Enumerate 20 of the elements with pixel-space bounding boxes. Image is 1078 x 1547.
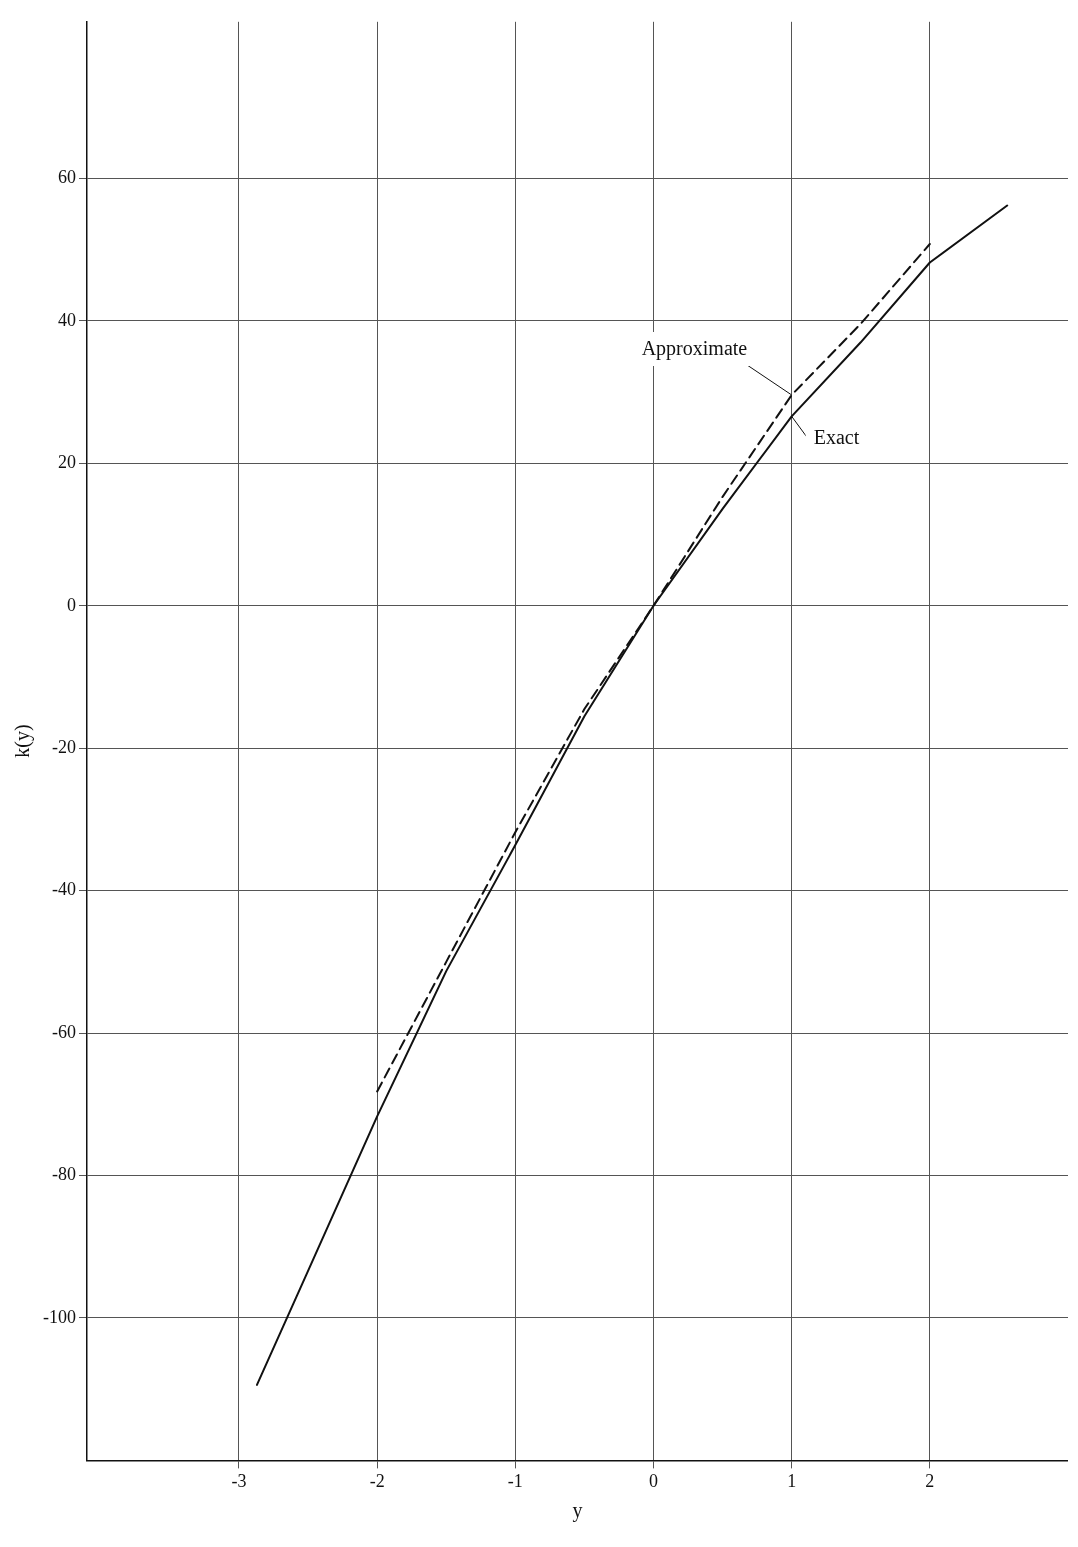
x-tick-label: -3 xyxy=(231,1470,247,1491)
y-tick-label: -80 xyxy=(51,1164,76,1185)
x-tick-label: -1 xyxy=(507,1470,523,1491)
x-axis-title: y xyxy=(572,1499,583,1523)
y-tick-label: 60 xyxy=(57,167,76,188)
x-tick-label: 0 xyxy=(648,1470,658,1491)
y-tick-label: 0 xyxy=(66,594,76,615)
legend-label: Exact xyxy=(813,425,860,448)
line-series xyxy=(376,243,931,1093)
x-tick-label: 1 xyxy=(787,1470,797,1491)
y-tick-label: -100 xyxy=(42,1306,76,1327)
y-tick-label: 20 xyxy=(57,452,76,473)
y-tick-label: 40 xyxy=(57,309,76,330)
y-axis-title: k(y) xyxy=(11,724,35,758)
x-tick-label: 2 xyxy=(925,1470,935,1491)
text: Approximate xyxy=(641,337,748,361)
y-tick-label: -60 xyxy=(51,1021,76,1042)
y-tick-label: -20 xyxy=(51,736,76,757)
x-tick-label: -2 xyxy=(369,1470,385,1491)
y-tick-label: -40 xyxy=(51,879,76,900)
